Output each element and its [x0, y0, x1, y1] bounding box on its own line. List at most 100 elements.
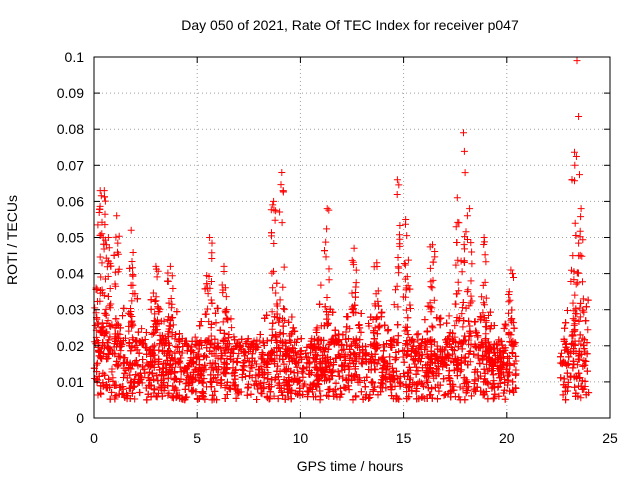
data-point	[95, 339, 103, 347]
data-point	[198, 371, 206, 379]
data-point	[201, 395, 209, 403]
data-point	[104, 273, 112, 280]
data-point	[575, 317, 583, 325]
data-point	[430, 350, 438, 358]
data-point	[129, 272, 137, 280]
data-point	[329, 308, 337, 316]
data-point	[380, 358, 388, 366]
data-point	[297, 350, 304, 358]
data-point	[143, 344, 151, 352]
data-point	[488, 367, 496, 375]
data-point	[97, 273, 105, 281]
data-point	[373, 330, 381, 338]
data-point	[183, 393, 191, 401]
data-point	[424, 368, 432, 376]
data-point	[563, 369, 571, 377]
data-point	[289, 344, 296, 352]
data-point	[506, 361, 514, 369]
data-point	[412, 355, 419, 363]
data-point	[115, 232, 123, 240]
data-point	[155, 346, 163, 354]
data-point	[382, 375, 390, 383]
data-point	[322, 363, 330, 371]
data-point	[386, 353, 394, 361]
data-point	[291, 327, 299, 335]
data-point	[579, 362, 587, 370]
data-point	[407, 374, 414, 382]
data-point	[238, 373, 246, 381]
data-point	[584, 296, 592, 304]
data-point	[97, 353, 104, 361]
data-point	[156, 340, 164, 348]
data-point	[504, 372, 512, 380]
data-point	[152, 392, 160, 400]
data-point	[501, 320, 509, 328]
data-point	[474, 333, 482, 341]
data-point	[365, 320, 372, 327]
data-point	[565, 353, 573, 361]
data-point	[208, 396, 216, 404]
data-point	[208, 341, 216, 349]
data-point	[417, 358, 424, 366]
data-point	[342, 335, 350, 343]
data-point	[151, 341, 159, 349]
data-point	[406, 285, 414, 293]
data-point	[220, 329, 228, 337]
data-point	[174, 358, 182, 366]
data-point	[480, 365, 488, 373]
data-point	[171, 374, 179, 382]
data-point	[263, 311, 271, 319]
data-point	[323, 391, 331, 399]
data-point	[136, 388, 143, 396]
data-point	[161, 383, 169, 391]
data-point	[114, 362, 122, 370]
data-point	[233, 358, 241, 365]
data-point	[151, 357, 159, 365]
data-point	[560, 335, 568, 343]
data-point	[510, 388, 518, 396]
data-point	[105, 375, 113, 383]
data-point	[422, 338, 430, 346]
data-point	[441, 346, 449, 354]
data-point	[154, 377, 162, 385]
data-point	[93, 285, 101, 293]
data-point	[172, 343, 180, 351]
data-point	[344, 363, 352, 371]
data-point	[100, 245, 108, 253]
data-point	[270, 357, 278, 365]
data-point	[112, 361, 120, 369]
data-point	[569, 364, 577, 372]
data-point	[207, 296, 215, 304]
data-point	[211, 359, 219, 367]
data-point	[344, 382, 352, 390]
data-point	[270, 392, 278, 400]
data-point	[220, 262, 228, 270]
data-point	[341, 357, 349, 364]
data-point	[316, 387, 324, 395]
data-point	[406, 336, 414, 344]
data-point	[146, 347, 154, 355]
data-point	[106, 395, 114, 403]
data-point	[132, 357, 140, 365]
data-point	[211, 387, 219, 395]
data-point	[100, 187, 108, 195]
data-point	[508, 306, 516, 314]
data-point	[191, 333, 199, 341]
data-point	[276, 314, 284, 322]
data-point	[128, 323, 136, 331]
data-point	[207, 332, 215, 340]
data-point	[268, 336, 275, 344]
data-point	[346, 345, 354, 353]
data-point	[165, 313, 172, 321]
data-point	[151, 310, 159, 318]
data-point	[111, 340, 118, 348]
data-point	[305, 370, 313, 378]
data-point	[470, 385, 478, 393]
data-point	[394, 332, 402, 340]
data-point	[106, 259, 114, 267]
data-point	[272, 334, 280, 342]
data-point	[436, 381, 444, 389]
data-point	[164, 269, 172, 277]
data-point	[473, 368, 481, 376]
data-point	[274, 373, 282, 381]
